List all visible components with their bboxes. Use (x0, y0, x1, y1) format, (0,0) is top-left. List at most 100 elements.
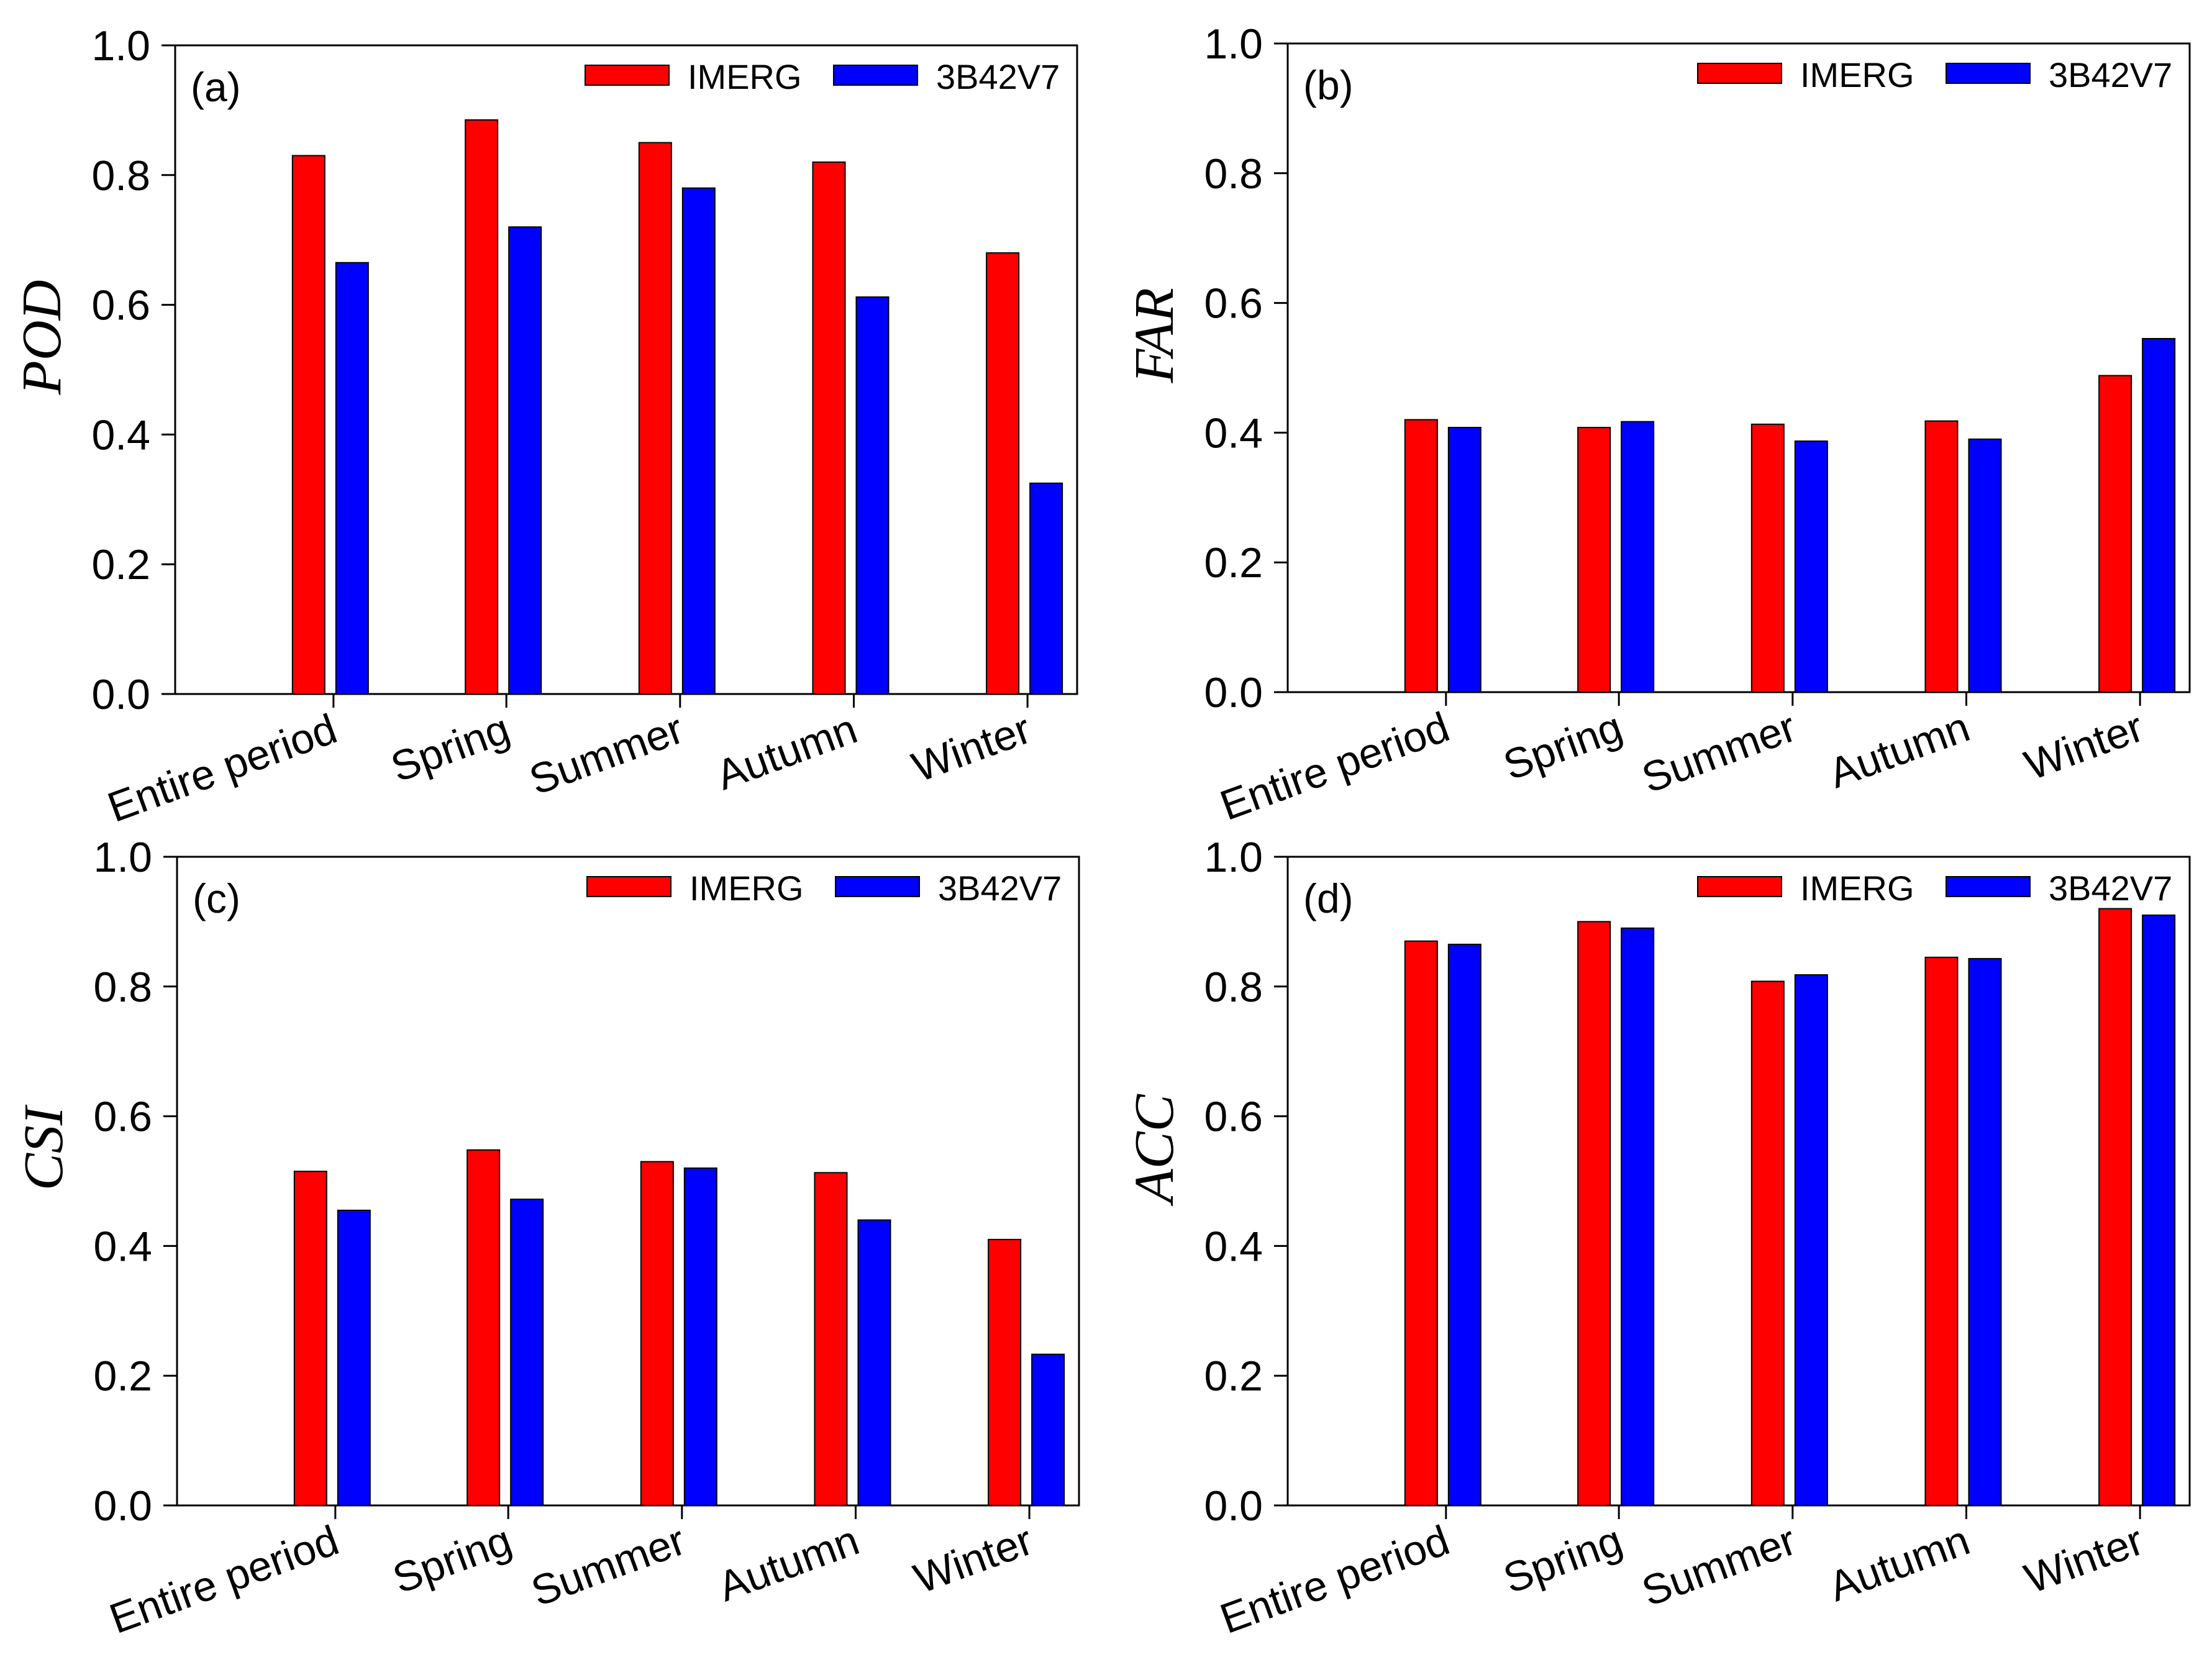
legend-label: IMERG (688, 57, 802, 96)
y-tick-label: 0.6 (1204, 280, 1263, 327)
y-tick-label: 0.8 (1204, 964, 1263, 1011)
bar-3b42v7-autumn (1968, 957, 2002, 1506)
bar-3b42v7-winter (1031, 1353, 1065, 1507)
legend-label: 3B42V7 (936, 57, 1060, 96)
legend-swatch-3b42v7 (833, 65, 918, 86)
y-tick-label: 0.2 (1204, 539, 1263, 587)
bar-3b42v7-autumn (1968, 438, 2002, 693)
legend: IMERG 3B42V7 (1697, 55, 2172, 94)
bar-3b42v7-summer (1794, 974, 1828, 1507)
y-tick-label: 0.4 (93, 1223, 152, 1270)
plot-frame (176, 856, 1080, 1507)
legend-label: IMERG (1800, 55, 1914, 94)
y-tick-label: 0.4 (1204, 1223, 1263, 1270)
bar-3b42v7-summer (683, 1167, 717, 1506)
bar-imerg-summer (1750, 423, 1785, 693)
legend: IMERG 3B42V7 (586, 869, 1062, 908)
bar-imerg-winter (2098, 908, 2132, 1506)
bar-3b42v7-entire-period (335, 262, 369, 695)
legend-label: 3B42V7 (2049, 55, 2172, 94)
bar-imerg-spring (1577, 921, 1611, 1506)
panel-label: (a) (191, 64, 241, 110)
y-tick-label: 0.8 (1204, 150, 1263, 198)
bar-3b42v7-entire-period (1447, 427, 1481, 693)
y-axis-title: FAR (1124, 288, 1185, 383)
bar-imerg-summer (640, 1161, 674, 1507)
plot-frame (174, 44, 1078, 695)
legend-swatch-imerg (1697, 63, 1782, 84)
bar-3b42v7-entire-period (337, 1209, 371, 1506)
legend-swatch-3b42v7 (1946, 63, 2031, 84)
bar-imerg-autumn (1924, 420, 1959, 693)
y-tick-label: 1.0 (91, 22, 150, 70)
bar-3b42v7-summer (1794, 440, 1828, 693)
y-tick-label: 1.0 (1204, 834, 1263, 881)
bar-3b42v7-autumn (857, 1219, 891, 1506)
y-axis-title: POD (11, 280, 73, 395)
bar-3b42v7-winter (2142, 914, 2176, 1506)
bar-imerg-spring (467, 1149, 501, 1506)
y-tick-label: 0.2 (93, 1353, 152, 1400)
legend-label: IMERG (1800, 869, 1914, 908)
legend-label: 3B42V7 (2049, 869, 2172, 908)
y-axis-title: CSI (13, 1104, 75, 1190)
y-tick-label: 0.8 (91, 152, 150, 199)
legend-swatch-imerg (586, 876, 671, 897)
bar-imerg-entire-period (291, 155, 325, 695)
bar-imerg-winter (2098, 375, 2132, 693)
y-tick-label: 0.8 (93, 964, 152, 1011)
y-tick-label: 0.4 (1204, 409, 1263, 457)
y-tick-label: 1.0 (1204, 21, 1263, 68)
y-tick-label: 0.2 (1204, 1353, 1263, 1400)
bar-3b42v7-summer (681, 187, 716, 695)
bar-3b42v7-spring (508, 226, 542, 695)
bar-imerg-autumn (814, 1172, 848, 1506)
bar-imerg-autumn (812, 161, 846, 695)
bar-imerg-entire-period (293, 1171, 327, 1506)
y-tick-label: 1.0 (93, 834, 152, 881)
panel-label: (b) (1303, 62, 1354, 108)
bar-imerg-summer (1750, 980, 1785, 1506)
legend-label: IMERG (690, 869, 804, 908)
plot-frame (1286, 856, 2191, 1507)
bar-imerg-entire-period (1404, 940, 1438, 1506)
legend-swatch-imerg (585, 65, 670, 86)
bar-3b42v7-winter (2142, 338, 2176, 693)
bar-3b42v7-winter (1029, 482, 1063, 695)
legend-label: 3B42V7 (938, 869, 1062, 908)
bar-3b42v7-spring (1621, 421, 1655, 693)
bar-imerg-spring (465, 119, 499, 695)
bar-3b42v7-spring (510, 1199, 544, 1507)
plot-frame (1286, 42, 2191, 693)
y-axis-title: ACC (1124, 1094, 1185, 1206)
y-tick-label: 0.2 (91, 541, 150, 588)
legend: IMERG 3B42V7 (585, 57, 1060, 96)
y-tick-label: 0.4 (91, 411, 150, 459)
legend-swatch-3b42v7 (1946, 876, 2031, 897)
y-tick-label: 0.6 (1204, 1094, 1263, 1141)
bar-imerg-summer (638, 142, 672, 695)
bar-imerg-entire-period (1404, 419, 1438, 693)
legend-swatch-3b42v7 (835, 876, 920, 897)
bar-3b42v7-autumn (855, 296, 890, 695)
y-tick-label: 0.0 (1204, 669, 1263, 716)
y-tick-label: 0.6 (91, 282, 150, 329)
panel-label: (d) (1303, 875, 1354, 921)
y-tick-label: 0.0 (93, 1482, 152, 1530)
y-tick-label: 0.0 (1204, 1482, 1263, 1530)
y-tick-label: 0.0 (91, 671, 150, 718)
bar-imerg-winter (988, 1238, 1022, 1506)
panel-label: (c) (193, 875, 240, 921)
bar-imerg-winter (986, 252, 1020, 695)
bar-3b42v7-spring (1621, 927, 1655, 1506)
legend: IMERG 3B42V7 (1697, 869, 2172, 908)
y-tick-label: 0.6 (93, 1094, 152, 1141)
bar-imerg-spring (1577, 427, 1611, 693)
bar-imerg-autumn (1924, 956, 1959, 1506)
bar-3b42v7-entire-period (1447, 943, 1481, 1506)
legend-swatch-imerg (1697, 876, 1782, 897)
